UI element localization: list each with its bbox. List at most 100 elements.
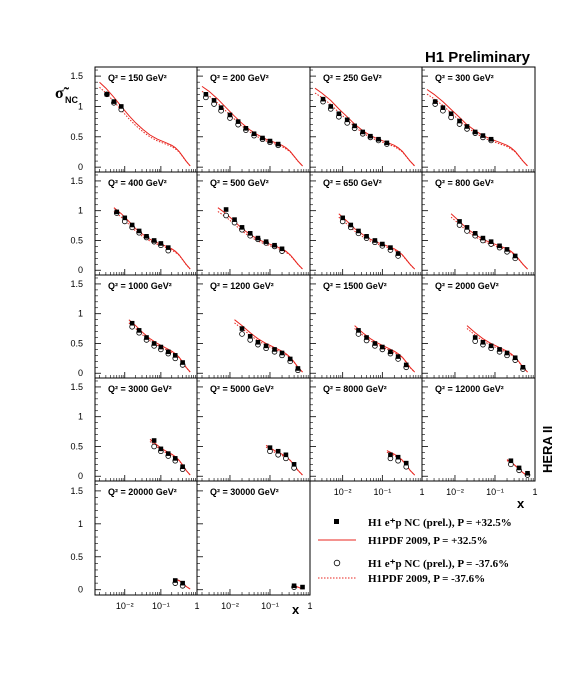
data-point-pos <box>275 141 281 147</box>
panel-label: Q² = 12000 GeV² <box>435 384 504 394</box>
panel: Q² = 5000 GeV² <box>196 377 311 482</box>
y-tick-label: 0.5 <box>70 132 83 142</box>
data-point-pos <box>172 578 178 583</box>
data-point-pos <box>480 133 486 138</box>
data-point-pos <box>295 366 301 371</box>
panel-frame <box>421 377 536 482</box>
data-point-pos <box>512 355 518 361</box>
legend-marker-filled-square <box>334 519 339 524</box>
x-tick-label: 1 <box>419 487 424 497</box>
panel: Q² = 8000 GeV² <box>309 377 423 482</box>
data-point-pos <box>260 135 265 141</box>
y-tick-label: 1 <box>78 309 83 319</box>
y-tick-label: 0 <box>78 162 83 172</box>
data-point-pos <box>218 105 224 110</box>
data-point-pos <box>232 217 237 222</box>
data-point-pos <box>352 123 357 129</box>
data-point-pos <box>144 335 149 340</box>
data-point-pos <box>247 231 253 236</box>
data-point-pos <box>432 99 438 104</box>
y-tick-label: 1 <box>78 519 83 529</box>
data-point-pos <box>368 133 373 139</box>
data-point-neg <box>223 212 229 219</box>
data-point-pos <box>243 126 249 131</box>
data-point-pos <box>151 238 157 243</box>
data-point-pos <box>165 245 171 250</box>
data-point-pos <box>300 584 305 590</box>
data-point-pos <box>291 583 297 589</box>
data-point-pos <box>504 350 510 356</box>
theory-curve-neg <box>426 93 528 167</box>
data-point-pos <box>464 225 470 230</box>
data-point-pos <box>364 335 369 340</box>
data-point-pos <box>512 253 518 259</box>
panel: Q² = 1500 GeV² <box>309 274 423 379</box>
panel: Q² = 2000 GeV² <box>421 274 536 379</box>
panel: Q² = 20000 GeV² 0 0.5 1 1.5 <box>70 480 198 596</box>
data-point-pos <box>158 344 164 350</box>
theory-curve-pos <box>338 213 415 270</box>
data-point-pos <box>457 219 462 224</box>
panel-label: Q² = 250 GeV² <box>323 73 382 83</box>
panel: Q² = 300 GeV² <box>421 66 536 173</box>
panel: Q² = 800 GeV² <box>421 171 536 276</box>
x-tick-label: 10⁻¹ <box>152 601 170 611</box>
data-point-pos <box>158 446 164 452</box>
data-point-pos <box>403 362 409 368</box>
data-point-neg <box>151 443 157 450</box>
panel: Q² = 3000 GeV² 0 0.5 1 1.5 <box>70 377 198 482</box>
theory-curve-pos <box>314 87 415 167</box>
data-point-pos <box>267 445 273 450</box>
data-point-pos <box>395 454 401 460</box>
data-point-pos <box>472 335 478 340</box>
data-point-pos <box>129 222 135 228</box>
theory-curve-neg <box>99 86 191 167</box>
data-point-pos <box>395 251 401 256</box>
panel-label: Q² = 300 GeV² <box>435 73 494 83</box>
data-point-pos <box>360 129 366 135</box>
data-point-pos <box>144 234 149 239</box>
data-point-pos <box>251 131 257 137</box>
panel: Q² = 500 GeV² <box>196 171 311 276</box>
data-point-pos <box>111 99 117 104</box>
data-point-pos <box>255 339 261 345</box>
data-point-pos <box>272 347 277 352</box>
panel-label: Q² = 500 GeV² <box>210 178 269 188</box>
data-point-pos <box>388 245 393 250</box>
panel-label: Q² = 400 GeV² <box>108 178 167 188</box>
data-point-pos <box>457 118 462 124</box>
panel-frame <box>94 480 198 596</box>
data-point-pos <box>488 343 494 349</box>
y-tick-label: 0.5 <box>70 552 83 562</box>
data-point-pos <box>291 462 297 467</box>
data-point-pos <box>227 112 233 118</box>
theory-curve-pos <box>234 319 303 373</box>
panel: Q² = 1000 GeV² 0 0.5 1 1.5 <box>70 274 198 379</box>
panel-label: Q² = 20000 GeV² <box>108 487 177 497</box>
data-point-pos <box>388 452 393 458</box>
data-point-pos <box>129 320 135 326</box>
data-point-pos <box>336 111 342 117</box>
data-point-pos <box>172 353 178 358</box>
data-point-pos <box>235 119 241 124</box>
panel: Q² = 650 GeV² <box>309 171 423 276</box>
data-point-pos <box>508 458 514 464</box>
y-tick-label: 0.5 <box>70 235 83 245</box>
y-tick-label: 0 <box>78 265 83 275</box>
panel-label: Q² = 8000 GeV² <box>323 384 387 394</box>
data-point-pos <box>497 243 502 249</box>
data-point-pos <box>279 350 285 356</box>
y-tick-label: 1 <box>78 206 83 216</box>
panel-label: Q² = 1500 GeV² <box>323 281 387 291</box>
legend: H1 e⁺p NC (prel.), P = +32.5% H1PDF 2009… <box>318 517 512 585</box>
data-point-pos <box>180 580 185 586</box>
x-tick-label: 1 <box>194 601 199 611</box>
y-tick-label: 1 <box>78 412 83 422</box>
y-tick-label: 1.5 <box>70 279 83 289</box>
data-point-pos <box>165 451 171 456</box>
panel-label: Q² = 200 GeV² <box>210 73 269 83</box>
data-point-pos <box>165 349 171 355</box>
panel-label: Q² = 1000 GeV² <box>108 281 172 291</box>
theory-curve-pos <box>426 89 528 167</box>
data-point-pos <box>122 215 128 221</box>
